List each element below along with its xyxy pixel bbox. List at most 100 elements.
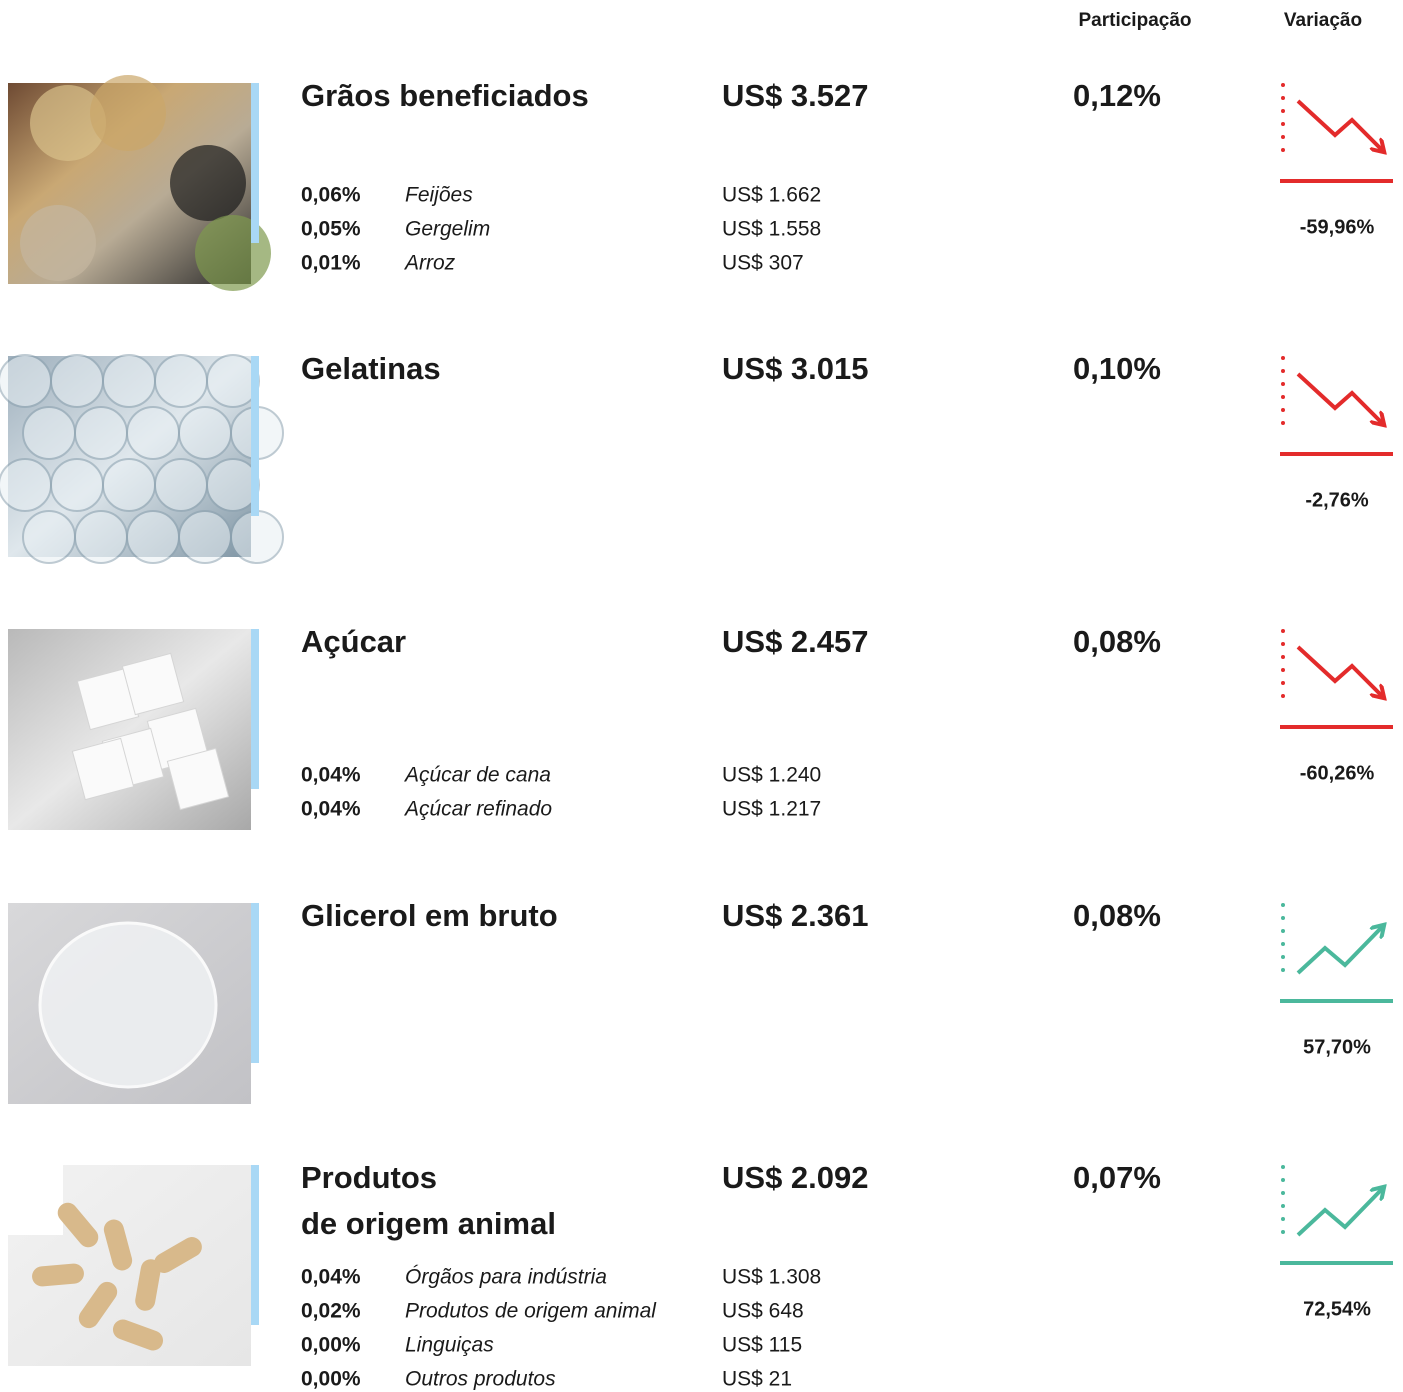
- subitem-name: Órgãos para indústria: [405, 1266, 607, 1289]
- item-name: Glicerol em bruto: [301, 898, 558, 933]
- accent-bar: [251, 356, 259, 516]
- trend-dot: [1281, 382, 1285, 386]
- trend-arrow: [1296, 927, 1382, 975]
- image-detail: [126, 510, 180, 564]
- trend-dot: [1281, 122, 1285, 126]
- subitem-value: US$ 21: [722, 1368, 792, 1391]
- image-detail: [57, 1202, 99, 1248]
- image-detail: [112, 1319, 164, 1351]
- trend-dot: [1281, 655, 1285, 659]
- subitem-share: 0,04%: [301, 798, 361, 821]
- subitem-share: 0,04%: [301, 1266, 361, 1289]
- item-variation: -2,76%: [1305, 489, 1369, 511]
- image-detail: [170, 145, 246, 221]
- subitem-name: Gergelim: [405, 218, 490, 241]
- subitem-value: US$ 1.240: [722, 764, 821, 787]
- trend-dot: [1281, 1165, 1285, 1169]
- item-name: Gelatinas: [301, 351, 441, 386]
- subitem-name: Outros produtos: [405, 1368, 556, 1391]
- trend-arrow: [1296, 99, 1382, 150]
- image-detail: [103, 1219, 133, 1271]
- image-detail: [0, 354, 52, 408]
- trend-dot: [1281, 356, 1285, 360]
- subitem-name: Arroz: [403, 252, 456, 275]
- image-detail: [154, 1237, 202, 1273]
- image-detail: [22, 510, 76, 564]
- item-name: de origem animal: [301, 1206, 556, 1241]
- accent-bar: [251, 629, 259, 789]
- accent-bar: [251, 83, 259, 243]
- subitem-name: Produtos de origem animal: [405, 1300, 657, 1323]
- item-name: Açúcar: [301, 624, 406, 659]
- subitem-value: US$ 307: [722, 252, 804, 275]
- image-detail: [135, 1259, 161, 1311]
- trend-dot: [1281, 942, 1285, 946]
- trend-dot: [1281, 1217, 1285, 1221]
- trend-dot: [1281, 968, 1285, 972]
- trend-dot: [1281, 642, 1285, 646]
- image-detail: [102, 458, 156, 512]
- image-detail: [195, 215, 271, 291]
- trend-dot: [1281, 83, 1285, 87]
- trend-dot: [1281, 109, 1285, 113]
- trend-dot: [1281, 408, 1285, 412]
- subitem-share: 0,04%: [301, 764, 361, 787]
- trend-dot: [1281, 1204, 1285, 1208]
- image-detail: [154, 354, 208, 408]
- subitem-share: 0,05%: [301, 218, 361, 241]
- item-variation: 72,54%: [1303, 1298, 1371, 1320]
- accent-bar: [251, 903, 259, 1063]
- trend-dot: [1281, 395, 1285, 399]
- image-detail: [230, 510, 284, 564]
- subitem-share: 0,06%: [301, 184, 361, 207]
- image-detail: [30, 85, 106, 161]
- image-detail: [121, 652, 185, 716]
- image-detail: [32, 1263, 84, 1287]
- image-detail: [78, 1281, 118, 1329]
- item-share: 0,08%: [1073, 898, 1161, 933]
- trend-dot: [1281, 668, 1285, 672]
- item-share: 0,07%: [1073, 1160, 1161, 1195]
- item-name: Produtos: [301, 1160, 437, 1195]
- subitem-share: 0,01%: [301, 252, 361, 275]
- item-variation: -59,96%: [1300, 216, 1375, 238]
- trend-dot: [1281, 916, 1285, 920]
- subitem-value: US$ 1.217: [722, 798, 821, 821]
- subitem-value: US$ 1.662: [722, 184, 821, 207]
- image-detail: [8, 1165, 63, 1235]
- image-detail: [74, 510, 128, 564]
- item-value: US$ 2.457: [722, 624, 869, 659]
- subitem-name: Açúcar de cana: [403, 764, 551, 787]
- header-variation: Variação: [1284, 10, 1362, 31]
- subitem-value: US$ 1.558: [722, 218, 821, 241]
- image-detail: [74, 406, 128, 460]
- subitem-value: US$ 1.308: [722, 1266, 821, 1289]
- header-share: Participação: [1079, 10, 1192, 31]
- trend-dot: [1281, 421, 1285, 425]
- trend-dot: [1281, 1178, 1285, 1182]
- item-variation: -60,26%: [1300, 762, 1375, 784]
- subitem-value: US$ 648: [722, 1300, 804, 1323]
- trend-dot: [1281, 681, 1285, 685]
- trend-arrow: [1296, 372, 1382, 423]
- image-detail: [178, 406, 232, 460]
- image-detail: [38, 921, 218, 1089]
- image-detail: [22, 406, 76, 460]
- subitem-name: Açúcar refinado: [403, 798, 552, 821]
- trend-dot: [1281, 929, 1285, 933]
- item-share: 0,12%: [1073, 78, 1161, 113]
- trend-dot: [1281, 1191, 1285, 1195]
- image-detail: [154, 458, 208, 512]
- subitem-name: Linguiças: [405, 1334, 494, 1357]
- item-share: 0,10%: [1073, 351, 1161, 386]
- image-detail: [90, 75, 166, 151]
- item-name: Grãos beneficiados: [301, 78, 589, 113]
- image-detail: [50, 354, 104, 408]
- image-detail: [0, 458, 52, 512]
- trend-arrow: [1296, 645, 1382, 696]
- trend-dot: [1281, 629, 1285, 633]
- trend-dot: [1281, 369, 1285, 373]
- image-detail: [20, 205, 96, 281]
- item-variation: 57,70%: [1303, 1036, 1371, 1058]
